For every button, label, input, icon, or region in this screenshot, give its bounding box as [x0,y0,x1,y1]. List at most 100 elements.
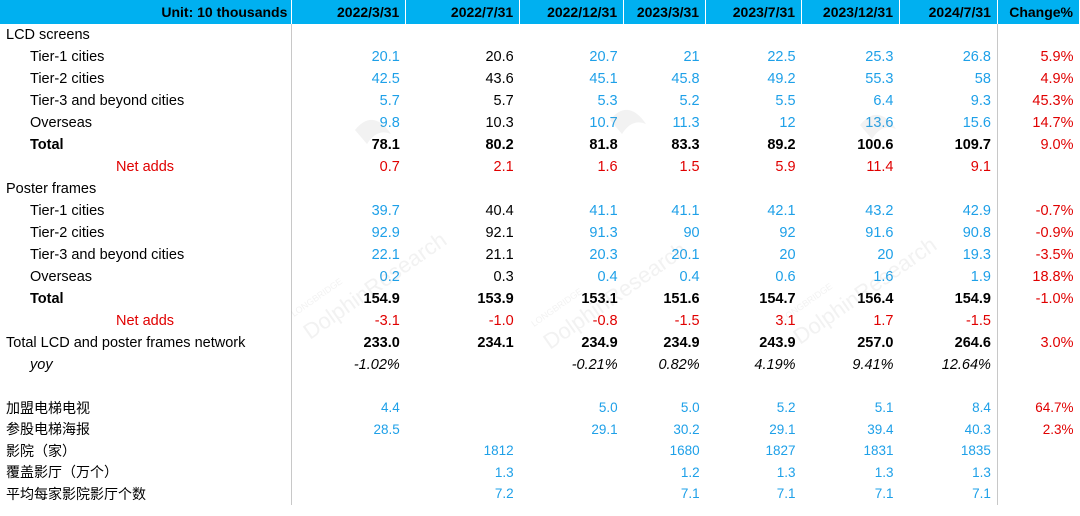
table-cell: 7.1 [680,486,700,502]
table-cell: 0.3 [493,269,514,285]
table-cell: 90.8 [899,222,998,244]
table-cell: 55.3 [865,71,894,87]
table-cell: 0.4 [597,269,618,285]
table-cell: 10.7 [589,115,618,131]
table-cell: 0.2 [379,269,400,285]
table-cell: 22.1 [371,247,400,263]
table-cell: 4.19% [754,357,796,373]
table-cell [292,178,406,200]
table-cell [520,24,624,46]
table-cell: 7.1 [776,486,796,502]
table-cell [406,24,520,46]
row-label [0,376,293,397]
table-cell: 100.6 [857,137,894,153]
table-cell: 8.4 [899,397,998,419]
table-cell [997,24,1079,46]
table-cell [406,419,520,441]
table-cell [997,462,1079,484]
table-cell: 78.1 [371,137,400,153]
table-cell: 5.0 [598,400,618,416]
table-cell: 20.3 [589,247,618,263]
table-cell [802,376,900,397]
table-cell: 5.2 [776,400,796,416]
table-cell: 0.4 [679,269,700,285]
table-cell [706,178,802,200]
column-header: 2023/7/31 [705,0,803,24]
table-cell: 1680 [669,443,700,459]
table-cell: 1835 [899,440,998,462]
table-cell [406,354,520,376]
table-cell: -1.0% [1035,291,1074,307]
row-label: LCD screens [0,24,293,46]
table-cell: 5.0 [680,400,700,416]
table-cell: 9.3 [899,90,998,112]
row-label: 影院（家） [0,440,293,462]
row-label: Overseas [0,112,293,134]
table-row: Net adds 0.7 2.1 1.6 1.5 5.9 11.4 9.1 [0,156,1080,178]
table-cell [997,483,1079,505]
table-cell: 12 [779,115,796,131]
table-cell: 1.6 [597,159,618,175]
table-row: yoy -1.02% -0.21% 0.82% 4.19% 9.41% 12.64% [0,354,1080,376]
table-row: Tier-3 and beyond cities 22.1 21.1 20.3 20.1… [0,244,1080,266]
header-row: Unit: 10 thousands 2022/3/31 2022/7/31 2… [0,0,1080,24]
table-row: Tier-1 cities 20.1 20.6 20.7 21 22.5 25.3 26.8 5… [0,46,1080,68]
table-cell: 234.1 [477,335,514,351]
table-cell: 234.9 [663,335,700,351]
table-cell [624,178,706,200]
column-header: 2022/3/31 [291,0,407,24]
table-cell: 64.7% [1035,400,1074,416]
table-cell: 43.6 [485,71,514,87]
table-cell: 233.0 [363,335,400,351]
table-cell: 153.9 [477,291,514,307]
row-label: Tier-1 cities [0,46,293,68]
table-cell [899,24,998,46]
table-cell [406,178,520,200]
table-cell: 9.8 [379,115,400,131]
table-cell [802,24,900,46]
table-cell [520,483,624,505]
table-cell [520,462,624,484]
row-label: Tier-2 cities [0,68,293,90]
table-cell: 13.6 [865,115,894,131]
table-cell [899,178,998,200]
table-cell: 21 [683,49,700,65]
table-cell [997,440,1079,462]
table-cell: 45.8 [671,71,700,87]
table-cell [292,24,406,46]
table-cell: 91.3 [589,225,618,241]
table-cell: 7.2 [494,486,514,502]
table-cell: 45.3% [1032,93,1074,109]
row-label: Total [0,134,293,156]
table-cell: 234.9 [581,335,618,351]
table-cell [624,24,706,46]
row-label: Tier-3 and beyond cities [0,90,293,112]
column-header: 2023/3/31 [623,0,707,24]
data-table: Unit: 10 thousands 2022/3/31 2022/7/31 2… [0,0,1080,505]
table-cell [406,376,520,397]
table-cell: 92.9 [371,225,400,241]
table-cell: 92.1 [485,225,514,241]
table-cell: 2.1 [493,159,514,175]
table-cell: 5.9% [1040,49,1074,65]
table-cell: 90 [683,225,700,241]
table-cell: 25.3 [865,49,894,65]
table-cell: 3.1 [775,313,796,329]
row-label: 覆盖影厅（万个） [0,461,293,483]
table-cell: 21.1 [485,247,514,263]
table-cell [706,24,802,46]
table-cell: 4.9% [1040,71,1074,87]
table-cell: 14.7% [1032,115,1074,131]
row-label: 加盟电梯电视 [0,397,293,419]
row-label: Tier-2 cities [0,222,293,244]
table-cell: 5.3 [597,93,618,109]
table-row: Overseas 9.8 10.3 10.7 11.3 12 13.6 15.6 14.7% [0,112,1080,134]
table-cell [997,354,1079,376]
table-cell: 1812 [483,443,514,459]
table-cell: 154.9 [363,291,400,307]
table-cell: 1.3 [874,464,894,480]
table-row: 覆盖影厅（万个） 1.3 1.2 1.3 1.3 1.3 [0,461,1080,484]
table-cell: 0.82% [658,357,700,373]
table-row: Tier-2 cities 42.5 43.6 45.1 45.8 49.2 55.3 58 4… [0,68,1080,90]
table-row: Tier-3 and beyond cities 5.7 5.7 5.3 5.2 5.5 6… [0,90,1080,112]
